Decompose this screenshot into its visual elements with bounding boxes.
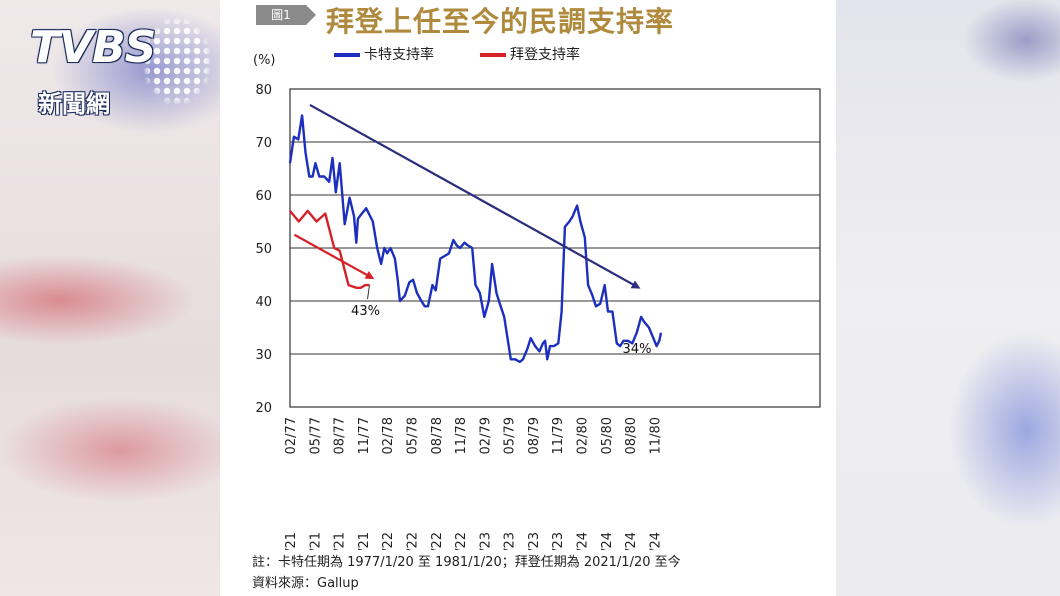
chart-card [220,0,836,596]
legend-item-biden: 拜登支持率 [480,44,580,64]
x-tick-label-carter: 05/77 [308,417,323,454]
x-tick-label-carter: 08/77 [333,417,348,454]
legend-swatch-carter [334,53,360,57]
y-axis-unit: (%) [253,53,276,68]
footnote-source: 資料來源：Gallup [252,576,359,591]
x-tick-label-biden: 05/23 [503,532,518,550]
x-tick-label-carter: 11/77 [357,417,372,454]
trend-arrow-carter [309,103,641,289]
legend-swatch-biden [480,53,506,57]
logo-subtitle: 新聞網 [38,90,110,118]
x-tick-label-carter: 05/79 [503,417,518,454]
x-tick-label-biden: 11/24 [648,532,663,550]
x-tick-label-carter: 08/78 [430,417,445,454]
legend-item-carter: 卡特支持率 [334,44,434,64]
series-line-biden [289,209,370,290]
x-tick-label-carter: 05/78 [405,417,420,454]
y-tick-label: 40 [255,295,272,310]
x-tick-label-biden: 02/22 [381,532,396,550]
line-chart: 20 30 40 50 60 70 80 02/77 05/77 08/77 11/77 02/78 0… [255,83,821,550]
figure-badge: 圖1 [256,5,306,25]
y-tick-label: 70 [255,136,272,151]
x-tick-label-carter: 11/78 [454,417,469,454]
x-tick-label-carter: 02/78 [381,417,396,454]
figure-badge-arrow-icon [306,5,316,25]
chart-title: 拜登上任至今的民調支持率 [326,5,675,38]
x-tick-label-carter: 02/80 [576,417,591,454]
x-tick-label-biden: 05/21 [308,532,323,550]
x-tick-label-carter: 08/79 [527,417,542,454]
legend-label-carter: 卡特支持率 [364,47,434,63]
y-tick-label: 80 [255,83,272,98]
x-tick-label-biden: 08/24 [624,532,639,550]
plot-frame [289,88,821,408]
data-label-biden-final: 43% [351,304,380,319]
blurred-background-right [836,0,1060,596]
x-tick-label-biden: 05/22 [405,532,420,550]
x-tick-label-biden: 08/23 [527,532,542,550]
y-tick-label: 60 [255,189,272,204]
tvbs-logo: TVBS 新聞網 [30,16,215,122]
y-tick-label: 30 [255,348,272,363]
x-tick-label-carter: 02/79 [478,417,493,454]
x-tick-label-biden: 11/21 [357,532,372,550]
footnote-terms: 註：卡特任期為 1977/1/20 至 1981/1/20；拜登任期為 2021… [252,555,681,570]
logo-dot-pattern [142,16,212,106]
x-tick-label-biden: 05/24 [600,532,615,550]
biden-label-leader [367,285,370,300]
x-tick-label-biden: 08/22 [430,532,445,550]
x-tick-label-carter: 11/79 [551,417,566,454]
x-tick-label-biden: 02/21 [284,532,299,550]
x-tick-label-carter: 05/80 [600,417,615,454]
x-tick-label-biden: 11/23 [551,532,566,550]
x-tick-label-biden: 11/22 [454,532,469,550]
y-tick-label: 20 [255,401,272,416]
x-tick-label-carter: 11/80 [648,417,663,454]
trend-arrow-biden [293,233,375,280]
x-tick-label-biden: 02/23 [478,532,493,550]
logo-wordmark: TVBS [30,22,156,73]
x-tick-label-biden: 02/24 [576,532,591,550]
series-line-carter [288,114,663,364]
data-label-carter-final: 34% [623,342,652,357]
legend-label-biden: 拜登支持率 [510,47,580,63]
y-tick-label: 50 [255,242,272,257]
x-tick-label-carter: 08/80 [624,417,639,454]
x-tick-label-carter: 02/77 [284,417,299,454]
x-tick-label-biden: 08/21 [333,532,348,550]
